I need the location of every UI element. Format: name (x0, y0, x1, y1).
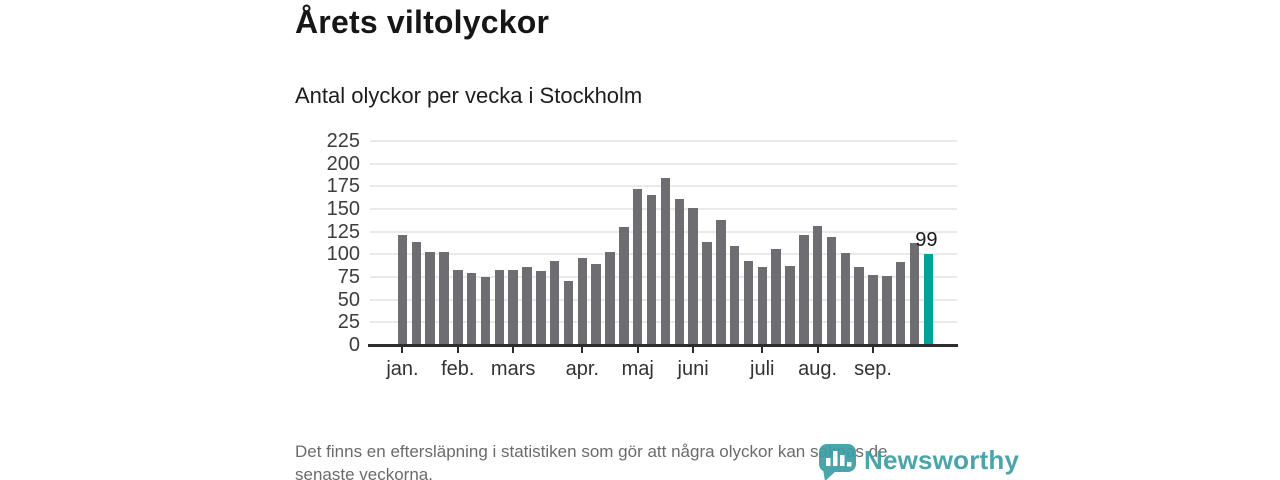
bar-week-34 (854, 266, 864, 344)
gridline-225 (370, 140, 957, 142)
bar-week-25 (729, 246, 740, 344)
x-axis-tick-mars (512, 347, 515, 353)
bar-week-22 (688, 208, 698, 344)
bar-week-7 (480, 276, 491, 344)
newsworthy-logo-text: Newsworthy (864, 445, 1020, 475)
x-axis-month-label-jan: jan. (386, 358, 419, 380)
x-axis-tick-sep (872, 347, 874, 353)
bar-week-23 (702, 242, 712, 344)
x-axis-month-label-feb: feb. (441, 358, 475, 380)
x-axis-tick-aug (816, 347, 819, 353)
chart-subtitle: Antal olyckor per vecka i Stockholm (295, 83, 643, 108)
bar-week-17 (619, 227, 629, 344)
x-axis-tick-apr (581, 347, 584, 353)
footnote: Det finns en eftersläpning i statistiken… (295, 440, 887, 480)
bar-week-2 (411, 242, 422, 344)
bar-week-36 (882, 276, 892, 344)
y-axis-label-50: 50 (337, 288, 360, 311)
x-axis-tick-maj (636, 347, 639, 353)
bar-week-20 (660, 178, 671, 344)
bar-week-32 (826, 237, 837, 344)
x-axis-month-label-sep: sep. (854, 358, 892, 380)
bar-week-9 (508, 269, 518, 344)
bar-week-16 (605, 252, 615, 344)
x-axis-tick-jan (401, 347, 404, 353)
bar-week-19 (646, 195, 657, 344)
x-axis-month-label-apr: apr. (565, 358, 600, 380)
y-axis-label-75: 75 (337, 266, 360, 288)
bar-week-27 (757, 266, 768, 344)
latest-week-value-label: 99 (915, 229, 938, 252)
x-axis-line (368, 344, 958, 347)
bar-week-38 (909, 243, 920, 344)
y-axis-label-150: 150 (326, 198, 360, 220)
bar-week-11 (536, 271, 546, 344)
x-axis-month-label-juni: juni (677, 358, 709, 380)
y-axis-label-25: 25 (337, 311, 360, 334)
newsworthy-pin-barchart-icon (812, 443, 858, 480)
bar-week-3 (425, 252, 435, 344)
bar-week-14 (577, 257, 588, 344)
y-axis-label-0: 0 (348, 334, 360, 356)
bar-current-week-highlight (923, 254, 934, 344)
bar-week-30 (799, 235, 809, 344)
x-axis-tick-juni (692, 347, 695, 353)
bar-week-37 (895, 261, 906, 344)
bar-week-5 (453, 269, 463, 344)
y-axis-label-225: 225 (326, 130, 360, 152)
x-axis-month-label-aug: aug. (798, 358, 838, 380)
bar-chart-plot-area (370, 140, 957, 345)
y-axis-label-125: 125 (326, 220, 360, 243)
bar-week-35 (868, 275, 878, 344)
bar-week-28 (771, 248, 781, 344)
chart-title: Årets viltolyckor (295, 4, 550, 40)
x-axis-month-label-mars: mars (490, 358, 536, 380)
bar-week-26 (743, 260, 754, 344)
bar-week-6 (466, 273, 477, 344)
x-axis-tick-feb (456, 347, 459, 353)
bar-week-31 (812, 226, 823, 344)
y-axis-label-200: 200 (326, 152, 360, 175)
bar-week-1 (397, 235, 408, 344)
x-axis-month-label-juli: juli (750, 358, 775, 380)
y-axis-label-175: 175 (326, 175, 360, 198)
bar-week-29 (785, 266, 795, 344)
x-axis-month-label-maj: maj (621, 358, 654, 380)
y-axis-label-100: 100 (326, 243, 360, 266)
footnote-line2: senaste veckorna. (295, 465, 433, 480)
bar-week-13 (563, 280, 574, 344)
bar-week-33 (840, 253, 851, 344)
bar-week-24 (716, 219, 726, 344)
footnote-line1: Det finns en eftersläpning i statistiken… (295, 442, 888, 461)
x-axis-tick-juli (761, 347, 764, 353)
gridline-200 (370, 162, 957, 165)
bar-week-15 (591, 264, 601, 344)
bar-week-8 (494, 269, 505, 344)
bar-week-4 (439, 251, 449, 344)
bar-week-18 (632, 188, 643, 344)
newsworthy-logo[interactable]: Newsworthy (812, 443, 1019, 480)
bar-week-10 (522, 266, 532, 344)
bar-week-21 (674, 198, 684, 344)
bar-week-12 (549, 260, 560, 344)
